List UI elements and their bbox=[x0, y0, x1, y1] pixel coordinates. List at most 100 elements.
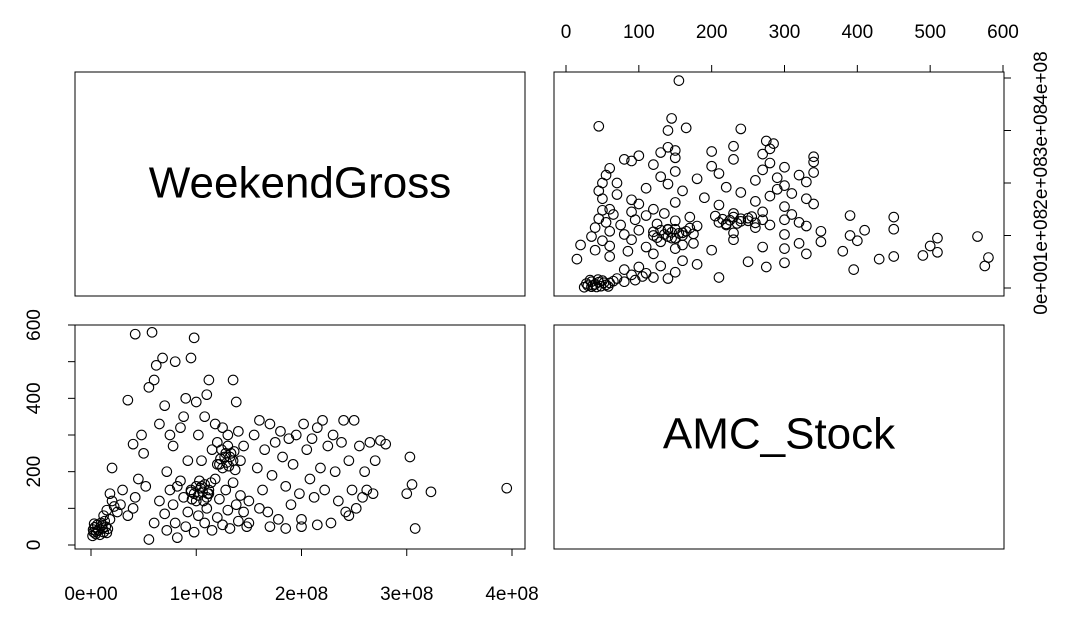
scatter-point bbox=[304, 473, 316, 485]
scatter-point bbox=[159, 400, 171, 412]
scatter-point bbox=[338, 414, 349, 426]
scatter-point bbox=[600, 169, 612, 181]
scatter-point bbox=[301, 444, 313, 456]
scatter-point bbox=[786, 209, 798, 220]
bottom-axis-tick-label: 3e+08 bbox=[380, 584, 433, 605]
scatter-point bbox=[728, 140, 739, 152]
scatter-point bbox=[108, 501, 120, 512]
scatter-point bbox=[104, 513, 116, 525]
scatter-point bbox=[343, 510, 355, 522]
scatter-point bbox=[233, 515, 244, 527]
scatter-point bbox=[127, 502, 139, 514]
scatter-point bbox=[618, 154, 630, 165]
left-axis-amc-stock: 0 200 400 600 bbox=[24, 309, 76, 550]
scatter-point bbox=[340, 506, 352, 518]
scatter-point bbox=[227, 374, 239, 386]
scatter-point bbox=[779, 229, 790, 240]
scatter-point bbox=[662, 141, 674, 153]
scatter-point bbox=[283, 433, 295, 445]
scatter-point bbox=[917, 250, 929, 261]
scatter-point bbox=[746, 211, 758, 222]
scatter-point bbox=[206, 524, 218, 536]
scatter-point bbox=[655, 171, 667, 183]
scatter-point bbox=[277, 451, 288, 463]
scatter-point bbox=[626, 155, 637, 167]
scatter-point bbox=[264, 521, 276, 533]
scatter-point bbox=[285, 499, 297, 511]
scatter-point bbox=[196, 455, 207, 467]
scatter-point bbox=[251, 462, 263, 474]
scatter-point bbox=[713, 168, 725, 179]
scatter-point bbox=[194, 475, 205, 487]
scatter-point bbox=[229, 464, 241, 476]
scatter-point bbox=[171, 480, 183, 492]
scatter-point bbox=[713, 199, 725, 211]
scatter-point bbox=[651, 232, 663, 243]
scatter-point bbox=[611, 177, 623, 189]
scatter-point bbox=[117, 484, 128, 496]
scatter-point bbox=[115, 499, 126, 511]
scatter-point bbox=[217, 519, 228, 531]
scatter-point bbox=[640, 210, 652, 221]
scatter-point bbox=[380, 438, 392, 450]
scatter-point bbox=[742, 256, 754, 268]
scatter-point bbox=[633, 150, 645, 162]
scatter-point bbox=[648, 226, 659, 238]
scatter-point bbox=[308, 491, 320, 503]
right-axis-tick-label: 0e+00 bbox=[1031, 261, 1052, 314]
top-axis-tick-label: 100 bbox=[623, 22, 655, 43]
scatter-point bbox=[607, 209, 619, 220]
scatter-point bbox=[205, 477, 217, 489]
scatter-point bbox=[311, 422, 323, 434]
scatter-point bbox=[924, 240, 936, 252]
scatter-point bbox=[589, 244, 601, 256]
scatter-point bbox=[343, 455, 355, 467]
scatter-point bbox=[800, 193, 812, 205]
scatter-point bbox=[584, 274, 596, 286]
scatter-point bbox=[604, 162, 616, 174]
scatter-point bbox=[618, 264, 630, 275]
scatter-point bbox=[618, 276, 630, 288]
scatter-point bbox=[201, 389, 213, 401]
scatter-point bbox=[182, 455, 194, 467]
scatter-point bbox=[290, 429, 302, 441]
bottom-axis-tick-label: 1e+08 bbox=[170, 584, 223, 605]
scatter-point bbox=[706, 146, 718, 157]
scatter-point bbox=[311, 519, 323, 531]
scatter-point bbox=[728, 208, 739, 219]
scatter-upper-panel bbox=[571, 75, 994, 293]
scatter-point bbox=[673, 75, 685, 86]
scatter-point bbox=[222, 429, 234, 441]
scatter-point bbox=[604, 240, 616, 252]
scatter-point bbox=[319, 484, 331, 496]
scatter-point bbox=[180, 521, 192, 533]
scatter-point bbox=[182, 506, 194, 518]
scatter-point bbox=[178, 491, 189, 503]
scatter-point bbox=[129, 491, 141, 503]
scatter-point bbox=[640, 267, 652, 279]
scatter-point bbox=[602, 281, 614, 292]
scatter-point bbox=[779, 201, 790, 212]
scatter-point bbox=[224, 523, 236, 534]
scatter-point bbox=[228, 446, 240, 457]
scatter-point bbox=[209, 418, 221, 430]
scatter-point bbox=[129, 328, 141, 340]
scatter-point bbox=[713, 272, 725, 283]
scatter-point bbox=[735, 187, 747, 198]
scatter-point bbox=[779, 257, 790, 269]
scatter-point bbox=[238, 506, 249, 518]
scatter-point bbox=[932, 246, 943, 258]
scatter-point bbox=[844, 210, 856, 221]
scatter-point bbox=[597, 204, 608, 216]
scatter-point bbox=[296, 521, 307, 533]
scatter-point bbox=[425, 486, 437, 498]
scatter-point bbox=[159, 508, 171, 520]
scatter-point bbox=[793, 238, 805, 249]
scatter-point bbox=[140, 480, 152, 492]
scatter-point bbox=[720, 181, 732, 193]
scatter-point bbox=[501, 482, 513, 494]
scatter-point bbox=[622, 245, 634, 257]
scatter-point bbox=[214, 493, 225, 505]
